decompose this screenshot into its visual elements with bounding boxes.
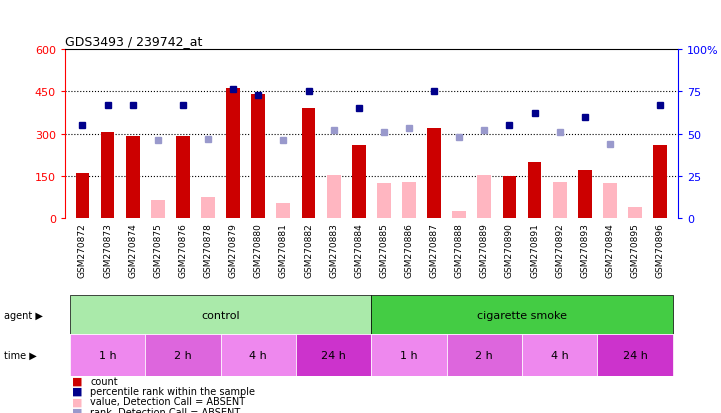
Bar — [477, 175, 491, 219]
Text: GSM270876: GSM270876 — [178, 223, 187, 278]
Bar — [70, 335, 145, 376]
Bar — [101, 133, 115, 219]
Bar — [70, 295, 371, 335]
Text: GSM270880: GSM270880 — [254, 223, 262, 278]
Text: value, Detection Call = ABSENT: value, Detection Call = ABSENT — [90, 396, 245, 406]
Bar — [653, 145, 667, 219]
Text: GSM270883: GSM270883 — [329, 223, 338, 278]
Text: GSM270882: GSM270882 — [304, 223, 313, 277]
Text: 2 h: 2 h — [475, 350, 493, 360]
Bar — [578, 171, 592, 219]
Text: GSM270892: GSM270892 — [555, 223, 565, 277]
Bar — [553, 182, 567, 219]
Text: GSM270889: GSM270889 — [480, 223, 489, 278]
Bar — [276, 203, 291, 219]
Bar — [226, 89, 240, 219]
Text: GSM270879: GSM270879 — [229, 223, 238, 278]
Text: GSM270890: GSM270890 — [505, 223, 514, 278]
Text: count: count — [90, 376, 118, 386]
Bar — [301, 109, 315, 219]
Bar — [145, 335, 221, 376]
Bar — [201, 198, 215, 219]
Bar — [296, 335, 371, 376]
Text: ■: ■ — [72, 396, 83, 406]
Bar — [371, 295, 673, 335]
Bar — [252, 95, 265, 219]
Text: 4 h: 4 h — [551, 350, 569, 360]
Bar — [327, 175, 340, 219]
Bar — [151, 201, 164, 219]
Text: 1 h: 1 h — [400, 350, 417, 360]
Bar — [371, 335, 447, 376]
Bar — [598, 335, 673, 376]
Text: GSM270896: GSM270896 — [655, 223, 665, 278]
Bar — [76, 174, 89, 219]
Bar — [125, 137, 140, 219]
Bar — [428, 128, 441, 219]
Text: 1 h: 1 h — [99, 350, 116, 360]
Text: GSM270884: GSM270884 — [354, 223, 363, 277]
Text: 4 h: 4 h — [249, 350, 267, 360]
Text: percentile rank within the sample: percentile rank within the sample — [90, 386, 255, 396]
Bar — [447, 335, 522, 376]
Text: GSM270881: GSM270881 — [279, 223, 288, 278]
Text: ■: ■ — [72, 407, 83, 413]
Text: agent ▶: agent ▶ — [4, 310, 43, 320]
Text: ■: ■ — [72, 376, 83, 386]
Bar — [522, 335, 598, 376]
Bar — [176, 137, 190, 219]
Text: GSM270891: GSM270891 — [530, 223, 539, 278]
Bar — [528, 162, 541, 219]
Text: GSM270885: GSM270885 — [379, 223, 389, 278]
Text: GSM270895: GSM270895 — [631, 223, 640, 278]
Bar — [503, 177, 516, 219]
Text: GSM270873: GSM270873 — [103, 223, 112, 278]
Text: GSM270886: GSM270886 — [404, 223, 413, 278]
Text: 24 h: 24 h — [623, 350, 647, 360]
Bar — [628, 208, 642, 219]
Text: 24 h: 24 h — [321, 350, 346, 360]
Text: GSM270875: GSM270875 — [154, 223, 162, 278]
Text: GSM270894: GSM270894 — [606, 223, 614, 277]
Text: 2 h: 2 h — [174, 350, 192, 360]
Text: GSM270878: GSM270878 — [203, 223, 213, 278]
Text: ■: ■ — [72, 386, 83, 396]
Bar — [603, 184, 617, 219]
Bar — [402, 182, 416, 219]
Bar — [452, 212, 466, 219]
Bar — [221, 335, 296, 376]
Text: time ▶: time ▶ — [4, 350, 36, 360]
Text: cigarette smoke: cigarette smoke — [477, 310, 567, 320]
Text: GSM270874: GSM270874 — [128, 223, 137, 277]
Text: GSM270888: GSM270888 — [455, 223, 464, 278]
Text: rank, Detection Call = ABSENT: rank, Detection Call = ABSENT — [90, 407, 240, 413]
Text: GSM270887: GSM270887 — [430, 223, 438, 278]
Bar — [377, 184, 391, 219]
Text: GDS3493 / 239742_at: GDS3493 / 239742_at — [65, 36, 203, 48]
Text: GSM270893: GSM270893 — [580, 223, 589, 278]
Text: GSM270872: GSM270872 — [78, 223, 87, 277]
Bar — [352, 145, 366, 219]
Text: control: control — [201, 310, 240, 320]
